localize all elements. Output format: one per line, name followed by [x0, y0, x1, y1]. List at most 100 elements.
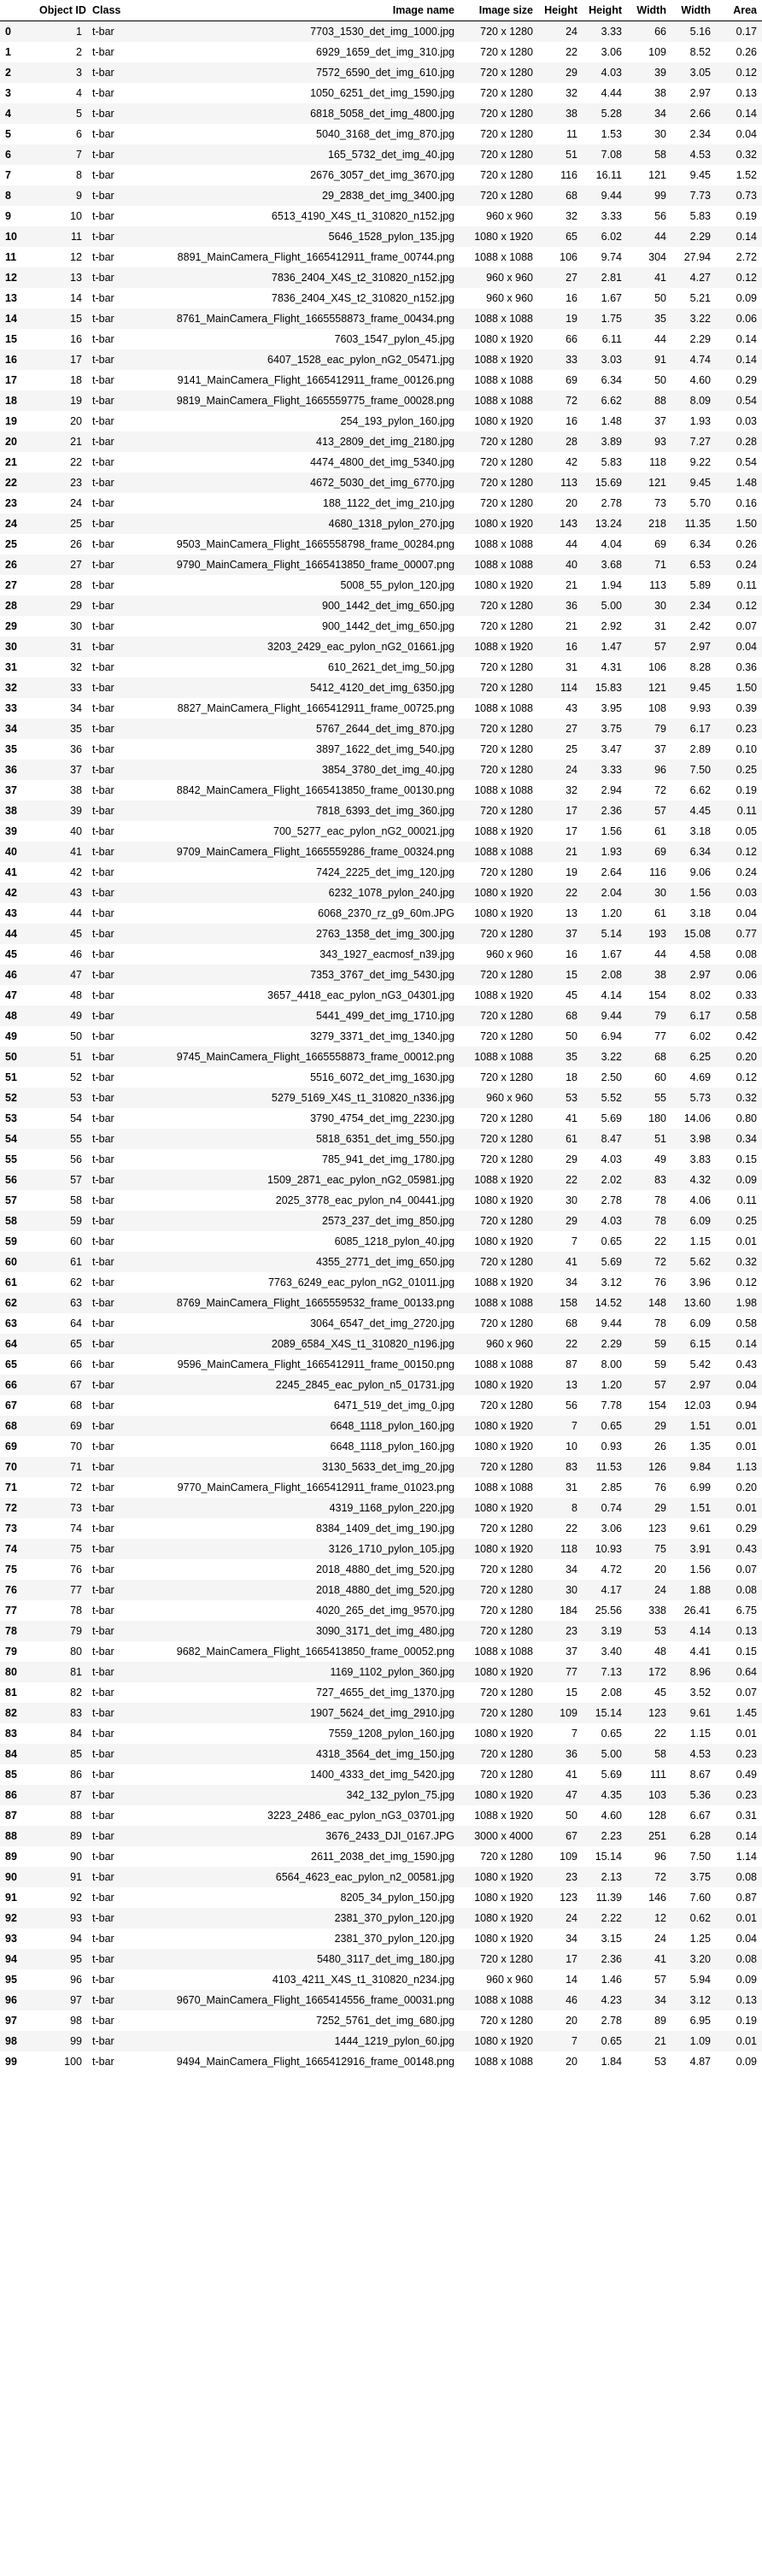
cell-width-px: 96 — [627, 760, 671, 780]
cell-height-pct: 8.00 — [601, 1358, 622, 1370]
col-header-class: Class — [87, 0, 126, 21]
cell-object-id: 25 — [34, 513, 87, 534]
cell-image-size: 1088 x 1088 — [474, 1358, 533, 1370]
cell-width-pct: 7.50 — [671, 760, 716, 780]
cell-image-size: 720 x 1280 — [480, 1153, 533, 1165]
cell-height-px: 22 — [538, 883, 583, 903]
cell-height-pct: 2.36 — [583, 1949, 627, 1969]
cell-class-name: t-bar — [87, 1744, 126, 1764]
cell-height-px: 7 — [572, 1235, 577, 1247]
cell-width-px: 77 — [654, 1030, 666, 1042]
cell-image-size: 1088 x 1088 — [474, 538, 533, 550]
cell-area: 0.19 — [736, 210, 757, 222]
cell-height-pct: 2.04 — [583, 883, 627, 903]
cell-row-index: 53 — [5, 1112, 17, 1124]
cell-row-index: 68 — [0, 1416, 34, 1436]
cell-height-pct: 4.35 — [583, 1785, 627, 1805]
cell-width-pct: 4.45 — [671, 801, 716, 821]
cell-row-index: 59 — [5, 1235, 17, 1247]
cell-width-px: 76 — [654, 1276, 666, 1288]
table-row: 8 9 t-bar 29_2838_det_img_3400.jpg 720 x 128… — [0, 185, 762, 206]
cell-image-name: 900_1442_det_img_650.jpg — [322, 620, 454, 632]
cell-area: 0.32 — [716, 1088, 762, 1108]
cell-height-pct: 1.20 — [583, 1375, 627, 1395]
object-table: Object ID Class Image name Image size He… — [0, 0, 762, 2068]
cell-width-pct: 6.02 — [689, 1030, 711, 1042]
cell-height-pct: 9.44 — [583, 185, 627, 206]
cell-class-name: t-bar — [87, 390, 126, 411]
cell-class-name: t-bar — [92, 1892, 114, 1904]
cell-object-id: 6 — [76, 128, 82, 140]
cell-height-px: 18 — [566, 1071, 577, 1083]
cell-area: 0.06 — [716, 308, 762, 329]
cell-row-index: 75 — [5, 1564, 17, 1576]
table-row: 25 26 t-bar 9503_MainCamera_Flight_16655587… — [0, 534, 762, 555]
cell-image-size: 1080 x 1920 — [474, 1728, 533, 1740]
cell-area: 0.25 — [716, 760, 762, 780]
cell-height-pct: 1.94 — [601, 579, 622, 591]
cell-row-index: 71 — [5, 1482, 17, 1493]
cell-image-name: 5279_5169_X4S_t1_310820_n336.jpg — [126, 1088, 460, 1108]
cell-row-index: 62 — [0, 1293, 34, 1313]
cell-image-name: 3203_2429_eac_pylon_nG2_01661.jpg — [126, 637, 460, 657]
table-row: 12 13 t-bar 7836_2404_X4S_t2_310820_n152.jp… — [0, 267, 762, 288]
table-row: 29 30 t-bar 900_1442_det_img_650.jpg 720 x 1… — [0, 616, 762, 637]
cell-image-size: 1080 x 1920 — [474, 1933, 533, 1945]
cell-class-name: t-bar — [92, 702, 114, 714]
cell-height-pct: 3.33 — [583, 21, 627, 42]
cell-height-px: 19 — [566, 866, 577, 878]
cell-area: 0.33 — [736, 989, 757, 1001]
cell-image-name: 727_4655_det_img_1370.jpg — [316, 1687, 454, 1699]
table-row: 77 78 t-bar 4020_265_det_img_9570.jpg 720 x … — [0, 1600, 762, 1621]
cell-height-pct: 1.75 — [583, 308, 627, 329]
cell-width-px: 121 — [648, 169, 666, 181]
cell-image-size: 1080 x 1920 — [474, 907, 533, 919]
cell-object-id: 28 — [70, 579, 82, 591]
cell-height-pct: 3.12 — [601, 1276, 622, 1288]
cell-height-pct: 1.67 — [601, 292, 622, 304]
cell-width-pct: 2.42 — [689, 620, 711, 632]
cell-width-px: 56 — [654, 210, 666, 222]
cell-image-size: 720 x 1280 — [480, 1317, 533, 1329]
cell-width-pct: 4.14 — [671, 1621, 716, 1641]
cell-row-index: 74 — [0, 1539, 34, 1559]
cell-image-size: 1080 x 1920 — [460, 2031, 538, 2051]
cell-class-name: t-bar — [87, 596, 126, 616]
cell-width-px: 148 — [627, 1293, 671, 1313]
cell-area: 0.03 — [716, 883, 762, 903]
cell-height-pct: 4.23 — [583, 1990, 627, 2010]
cell-image-name: 4103_4211_X4S_t1_310820_n234.jpg — [272, 1974, 454, 1986]
cell-width-px: 37 — [654, 415, 666, 427]
cell-height-px: 143 — [538, 513, 583, 534]
cell-height-px: 47 — [538, 1785, 583, 1805]
cell-width-pct: 1.09 — [671, 2031, 716, 2051]
cell-image-name: 7836_2404_X4S_t2_310820_n152.jpg — [126, 267, 460, 288]
cell-area: 0.14 — [716, 349, 762, 370]
cell-image-size: 1080 x 1920 — [460, 1375, 538, 1395]
cell-image-name: 785_941_det_img_1780.jpg — [322, 1153, 454, 1165]
cell-area: 0.14 — [736, 333, 757, 345]
cell-height-pct: 0.65 — [601, 1728, 622, 1740]
cell-width-px: 38 — [627, 965, 671, 985]
col-header-image-name: Image name — [126, 0, 460, 21]
cell-image-name: 6513_4190_X4S_t1_310820_n152.jpg — [271, 210, 454, 222]
cell-area: 0.39 — [736, 702, 757, 714]
cell-height-pct: 2.50 — [601, 1071, 622, 1083]
table-row: 91 92 t-bar 8205_34_pylon_150.jpg 1080 x 192… — [0, 1887, 762, 1908]
cell-object-id: 64 — [70, 1317, 82, 1329]
cell-object-id: 18 — [70, 374, 82, 386]
cell-row-index: 27 — [5, 579, 17, 591]
cell-area: 1.52 — [736, 169, 757, 181]
cell-object-id: 45 — [34, 924, 87, 944]
cell-row-index: 0 — [0, 21, 34, 42]
cell-height-pct: 9.44 — [601, 1317, 622, 1329]
table-row: 83 84 t-bar 7559_1208_pylon_160.jpg 1080 x 1… — [0, 1723, 762, 1744]
cell-width-pct: 27.94 — [683, 251, 711, 263]
cell-object-id: 20 — [70, 415, 82, 427]
cell-image-size: 3000 x 4000 — [460, 1826, 538, 1846]
cell-area: 0.29 — [736, 374, 757, 386]
cell-height-px: 36 — [538, 1744, 583, 1764]
cell-image-size: 1088 x 1088 — [460, 390, 538, 411]
cell-height-px: 116 — [560, 169, 577, 181]
cell-width-px: 57 — [627, 637, 671, 657]
